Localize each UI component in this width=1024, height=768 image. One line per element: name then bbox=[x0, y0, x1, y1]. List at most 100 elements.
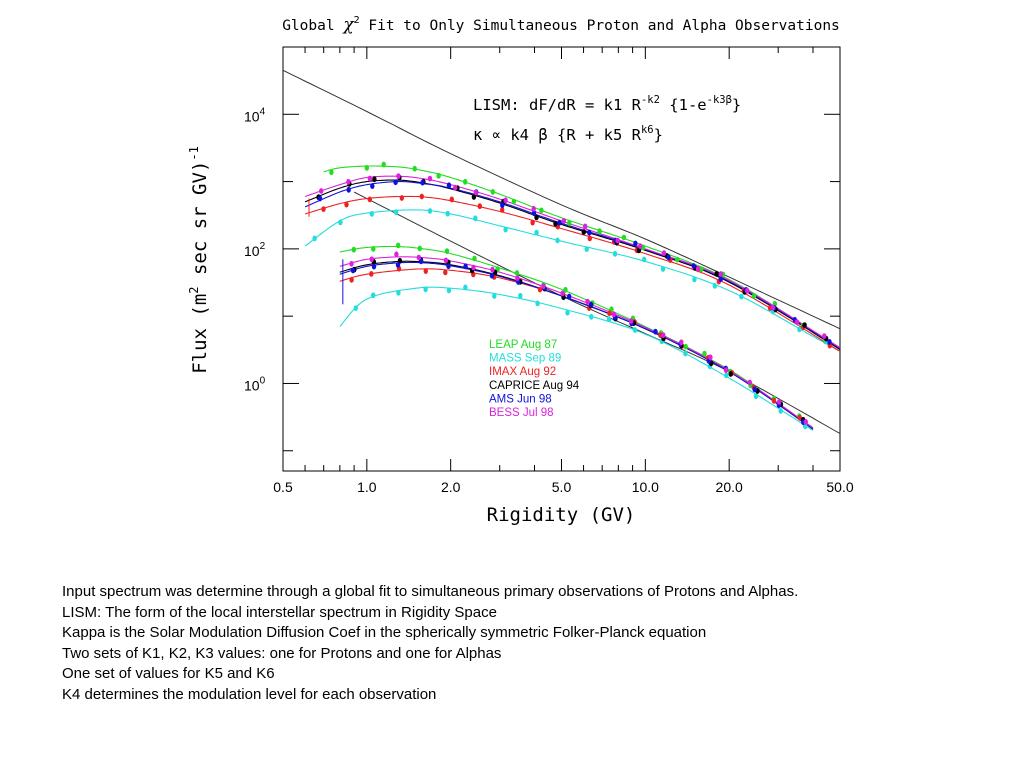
caprice-aug-94-proton-point bbox=[372, 176, 377, 183]
flux-chart: Global χ2 Fit to Only Simultaneous Proto… bbox=[187, 15, 854, 526]
bess-jul-98-alpha-point bbox=[560, 290, 565, 297]
chart-title-part: Fit to Only Simultaneous Proton and Alph… bbox=[360, 18, 840, 34]
mass-sep-89-proton-point bbox=[473, 215, 478, 222]
bess-jul-98-proton-point bbox=[718, 271, 724, 277]
lism-alpha-curve bbox=[353, 191, 840, 435]
bess-jul-98-alpha-point bbox=[369, 256, 374, 263]
bess-jul-98-proton-point bbox=[427, 175, 433, 182]
mass-sep-89-proton-point bbox=[712, 282, 717, 289]
note-line: Kappa is the Solar Modulation Diffusion … bbox=[62, 624, 707, 641]
mass-sep-89-proton-point bbox=[534, 229, 539, 236]
leap-aug-87-alpha-point bbox=[417, 245, 422, 252]
bess-jul-98-proton-point bbox=[638, 243, 643, 250]
x-axis-label: Rigidity (GV) bbox=[487, 504, 636, 526]
lism-proton-curve bbox=[283, 69, 840, 330]
note-line: K4 determines the modulation level for e… bbox=[62, 685, 437, 703]
leap-aug-87-proton-point bbox=[364, 165, 369, 171]
bess-jul-98-alpha-point bbox=[777, 399, 782, 405]
ams-jun-98-alpha-point bbox=[489, 272, 495, 279]
imax-aug-92-alpha-point bbox=[349, 276, 354, 283]
legend-entry-ams-jun-98: AMS Jun 98 bbox=[489, 393, 552, 405]
bess-jul-98-alpha-point bbox=[723, 367, 729, 373]
imax-aug-92-alpha-point bbox=[537, 286, 543, 293]
imax-aug-92-alpha-point bbox=[423, 268, 428, 274]
bess-jul-98-proton-point bbox=[794, 319, 800, 325]
bess-jul-98-proton-point bbox=[473, 189, 478, 196]
formula-exponent: k6 bbox=[641, 124, 654, 136]
imax-aug-92-alpha-point bbox=[443, 269, 448, 276]
bess-jul-98-alpha-point bbox=[679, 339, 684, 346]
bess-jul-98-proton-point bbox=[531, 205, 536, 212]
ams-jun-98-proton-point bbox=[420, 179, 425, 186]
bess-jul-98-proton-point bbox=[695, 265, 701, 272]
caprice-aug-94-proton-fit bbox=[304, 179, 840, 350]
mass-sep-89-alpha-point bbox=[632, 327, 638, 333]
leap-aug-87-proton-point bbox=[621, 234, 627, 241]
leap-aug-87-alpha-fit bbox=[339, 245, 814, 429]
y-tick-base: 10 bbox=[244, 377, 260, 393]
ams-jun-98-proton-point bbox=[666, 254, 671, 261]
y-tick-label: 104 bbox=[244, 106, 266, 124]
y-tick-label: 100 bbox=[244, 375, 266, 393]
bess-jul-98-proton-point bbox=[561, 218, 567, 224]
imax-aug-92-proton-point bbox=[587, 235, 592, 242]
bess-jul-98-proton-point bbox=[396, 173, 401, 180]
leap-aug-87-proton-point bbox=[412, 165, 417, 172]
ams-jun-98-proton-point bbox=[317, 195, 323, 202]
bess-jul-98-alpha-point bbox=[708, 354, 713, 361]
formula-exponent: -k2 bbox=[641, 94, 660, 106]
legend-entry-mass-sep-89: MASS Sep 89 bbox=[489, 353, 561, 365]
legend-entry-imax-aug-92: IMAX Aug 92 bbox=[489, 366, 556, 378]
legend-entry-leap-aug-87: LEAP Aug 87 bbox=[489, 339, 557, 351]
bess-jul-98-alpha-point bbox=[394, 251, 399, 258]
ams-jun-98-proton-point bbox=[370, 183, 375, 190]
bess-jul-98-proton-point bbox=[745, 287, 750, 294]
y-tick-exponent: 0 bbox=[260, 375, 266, 386]
ams-jun-98-alpha-point bbox=[350, 267, 356, 274]
mass-sep-89-proton-point bbox=[555, 237, 560, 244]
formula-exponent: -k3β bbox=[707, 94, 732, 106]
bess-jul-98-alpha-fit bbox=[339, 256, 814, 429]
ams-jun-98-proton-point bbox=[346, 186, 351, 193]
mass-sep-89-proton-point bbox=[312, 235, 317, 242]
formula-part: LISM: dF/dR = k1 R bbox=[473, 96, 642, 114]
ams-jun-98-proton-point bbox=[691, 263, 696, 269]
axis-ticks bbox=[282, 46, 841, 471]
chi-symbol: χ bbox=[342, 15, 355, 35]
leap-aug-87-proton-point bbox=[699, 266, 704, 273]
mass-sep-89-alpha-point bbox=[683, 350, 688, 357]
bess-jul-98-proton-point bbox=[503, 197, 508, 204]
mass-sep-89-alpha-point bbox=[423, 286, 428, 293]
caprice-aug-94-proton-point bbox=[581, 229, 586, 235]
mass-sep-89-proton-point bbox=[692, 276, 697, 283]
mass-sep-89-proton-point bbox=[584, 246, 589, 253]
formula-part: {1-e bbox=[660, 96, 707, 114]
formula-part: } bbox=[654, 126, 663, 144]
description-notes: Input spectrum was determine through a g… bbox=[62, 582, 1002, 705]
mass-sep-89-alpha-fit bbox=[339, 286, 814, 431]
caprice-aug-94-proton-point bbox=[714, 271, 719, 277]
imax-aug-92-proton-fit bbox=[304, 195, 840, 352]
caprice-aug-94-proton-point bbox=[802, 322, 807, 328]
bess-jul-98-proton-point bbox=[367, 175, 372, 182]
chart-title-part: Global bbox=[282, 18, 343, 34]
imax-aug-92-proton-point bbox=[530, 219, 535, 226]
data-points bbox=[308, 161, 832, 430]
leap-aug-87-alpha-point bbox=[514, 270, 520, 276]
mass-sep-89-alpha-point bbox=[518, 292, 523, 299]
bess-jul-98-proton-point bbox=[822, 333, 827, 339]
bess-jul-98-proton-point bbox=[661, 250, 667, 256]
mass-sep-89-alpha-point bbox=[589, 313, 594, 320]
leap-aug-87-proton-point bbox=[381, 161, 386, 168]
y-label-part: sec sr GV) bbox=[189, 161, 211, 287]
x-tick-label: 5.0 bbox=[552, 479, 572, 495]
mass-sep-89-proton-point bbox=[369, 211, 374, 217]
bess-jul-98-proton-point bbox=[346, 178, 351, 185]
leap-aug-87-alpha-point bbox=[371, 246, 376, 252]
ams-jun-98-proton-point bbox=[633, 240, 638, 247]
mass-sep-89-proton-fit bbox=[304, 209, 840, 352]
bess-jul-98-alpha-point bbox=[443, 257, 449, 264]
mass-sep-89-alpha-point bbox=[753, 393, 759, 400]
bess-jul-98-proton-point bbox=[453, 184, 458, 191]
imax-aug-92-alpha-point bbox=[797, 414, 802, 421]
